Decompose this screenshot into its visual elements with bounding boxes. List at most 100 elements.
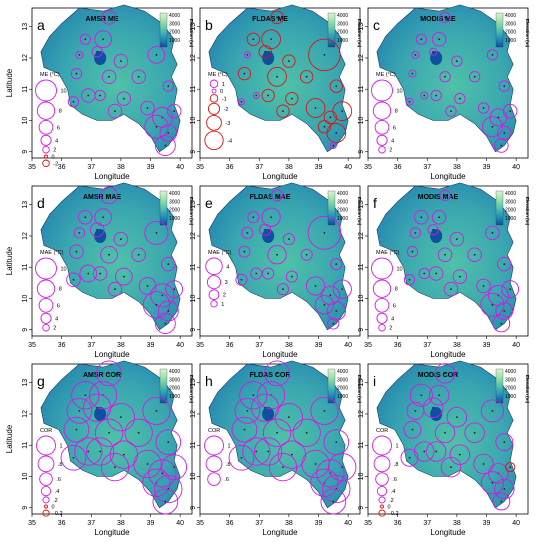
station-point [438,216,441,219]
station-point [287,60,290,63]
station-circle [292,418,321,447]
station-circle [270,10,284,25]
x-axis-title: Longitude [94,172,130,181]
y-tick-label: 11 [358,442,365,449]
station-circle [414,209,429,225]
legend-label: 4 [226,264,229,270]
legend-circle [36,101,56,120]
station-point [323,231,326,234]
station-point [450,110,452,113]
station-point [78,409,81,412]
colorbar [495,190,504,226]
x-tick-label: 40 [344,342,352,349]
region-map [208,360,349,509]
y-tick-label: 10 [358,473,365,481]
colorbar-tick: 2000 [169,386,180,392]
x-tick-label: 38 [453,520,461,527]
station-point [290,275,293,278]
region-map [208,4,349,153]
legend-circle [44,504,48,509]
colorbar-tick: 2000 [337,208,348,214]
station-circle [162,80,174,92]
legend-label: 10 [397,89,403,95]
station-circle [147,46,166,64]
station-point [167,85,170,88]
station-circle [241,226,254,239]
station-point [305,75,308,78]
station-point [119,416,122,419]
x-tick-label: 39 [483,520,491,527]
colorbar-tick: 1000 [337,38,348,44]
station-point [102,216,105,219]
legend-label: 8 [59,287,62,293]
station-circle [92,266,108,281]
legend-title: COR [376,428,388,434]
map-panel-g: AMSR COR g 4000 3000 2000 1000 Elevation (m) CO… [5,360,194,537]
station-circle [161,256,176,272]
legend-label: 0 [52,155,55,161]
station-point [420,38,423,41]
station-circle [328,452,357,482]
station-circle [439,71,451,83]
map-panel-e: FLDAS MAE e 4000 3000 2000 1000 Elevation (m) M… [190,182,362,359]
station-point [287,238,290,241]
station-point [503,263,506,266]
station-point [84,216,87,219]
legend-circle [371,79,393,102]
x-tick-label: 38 [117,342,125,349]
legend-title: COR [208,428,220,434]
station-point [503,85,506,88]
station-point [255,94,258,97]
station-circle [131,247,146,262]
colorbar-title: Elevation (m) [357,375,362,404]
station-point [491,125,494,128]
station-point [323,303,326,306]
colorbar-tick: 1000 [505,394,516,400]
station-circle [69,244,84,259]
station-point [240,278,243,281]
station-point [75,428,78,431]
station-point [276,75,278,78]
colorbar-title: Elevation (m) [189,197,194,226]
station-circle [415,33,427,45]
station-circle [494,138,509,153]
station-point [290,97,293,100]
station-point [332,144,335,147]
y-tick-label: 10 [190,473,197,481]
station-circle [239,381,268,410]
map-panel-i: MODIS COR i 4000 3000 2000 1000 Elevation (m) C… [358,360,530,537]
legend-label: 0 [220,89,223,95]
panel-letter: f [373,195,377,211]
station-point [305,253,308,256]
station-point [455,416,458,419]
station-circle [154,474,183,504]
y-tick-label: 9 [190,328,197,332]
station-circle [165,280,184,298]
legend-label: 0 [52,505,55,511]
y-tick-label: 10 [22,473,29,481]
station-circle [264,360,290,387]
colorbar-tick: 1000 [505,216,516,222]
legend-label: 10 [61,89,67,95]
station-circle [150,283,175,308]
legend-circle [38,297,54,313]
legend-circle [372,435,392,456]
x-tick-label: 39 [147,520,155,527]
station-point [411,250,414,253]
x-tick-label: 38 [117,520,125,527]
station-point [503,488,506,490]
station-point [155,231,158,234]
station-point [122,275,125,278]
legend-label: 2 [389,326,392,332]
legend-label: 8 [59,109,62,115]
x-tick-label: 38 [285,342,293,349]
x-tick-label: 39 [315,164,323,171]
station-point [137,431,140,434]
station-point [99,94,102,97]
legend-circle [373,455,391,473]
colorbar-tick: 3000 [337,21,348,27]
station-circle [411,50,420,59]
legend-circle [42,509,50,517]
station-circle [429,47,438,56]
station-circle [234,398,261,424]
